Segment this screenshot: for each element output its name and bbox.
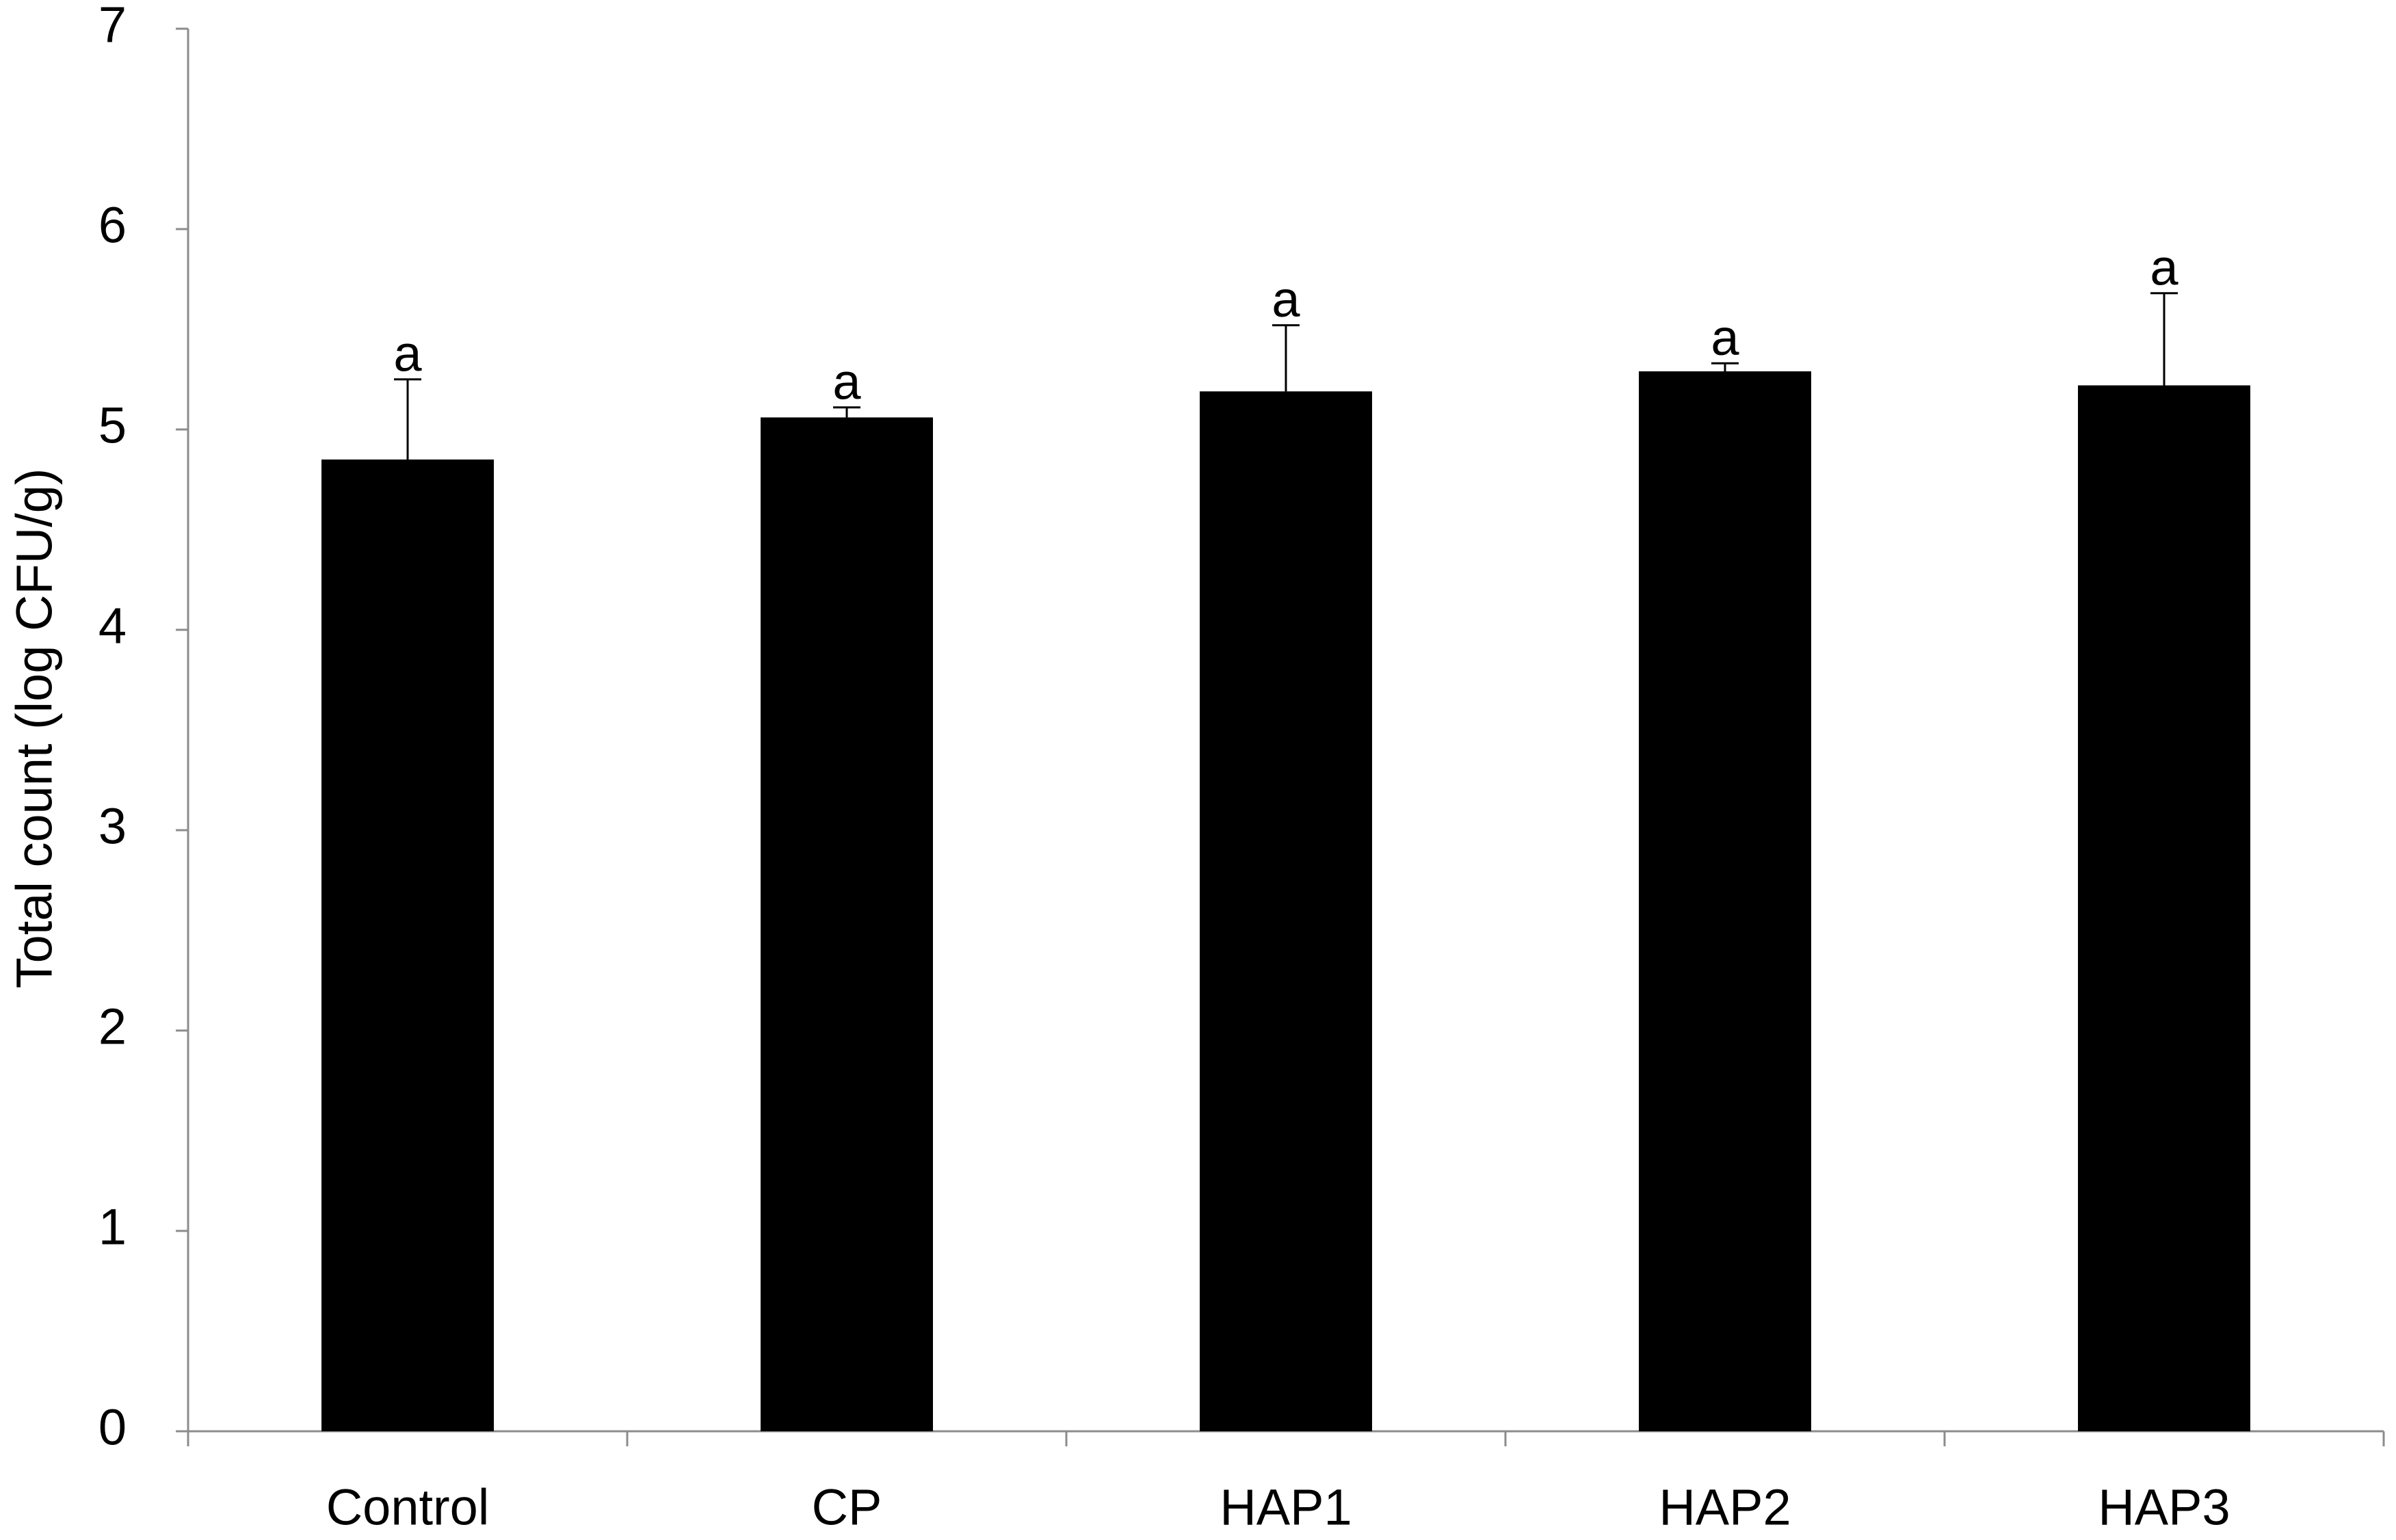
y-tick-label: 0 [98, 1399, 127, 1456]
x-tick-label: HAP3 [2098, 1479, 2230, 1536]
y-tick-label: 2 [98, 998, 127, 1055]
x-tick-label: HAP1 [1220, 1479, 1352, 1536]
bar [321, 459, 494, 1432]
y-tick-label: 7 [98, 0, 127, 53]
significance-label: a [1272, 271, 1300, 328]
x-tick-label: CP [812, 1479, 882, 1536]
significance-label: a [1711, 309, 1739, 366]
x-tick-label: HAP2 [1659, 1479, 1791, 1536]
significance-label: a [832, 353, 861, 410]
bar [761, 417, 933, 1432]
x-tick-label: Control [326, 1479, 490, 1536]
bar [1200, 391, 1372, 1431]
significance-label: a [393, 325, 422, 382]
y-tick-label: 6 [98, 197, 127, 254]
bar [2078, 385, 2250, 1431]
y-axis-title: Total count (log CFU/g) [6, 468, 63, 989]
y-tick-label: 4 [98, 598, 127, 654]
y-tick-label: 5 [98, 397, 127, 454]
y-tick-label: 3 [98, 798, 127, 855]
y-tick-label: 1 [98, 1199, 127, 1256]
significance-label: a [2150, 239, 2178, 295]
bar [1639, 371, 1811, 1431]
